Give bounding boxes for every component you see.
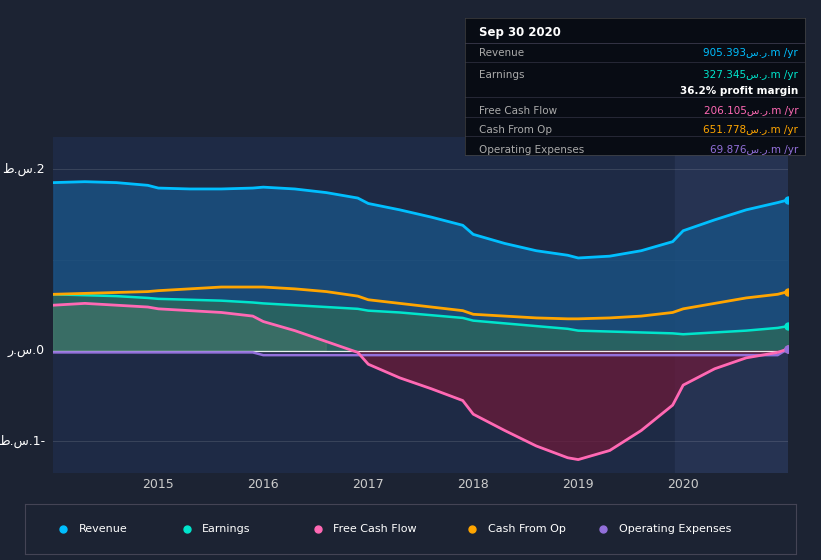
- Text: ر.س.0: ر.س.0: [8, 344, 45, 357]
- Text: 651.778س.ر.m /yr: 651.778س.ر.m /yr: [704, 125, 798, 135]
- Text: 36.2% profit margin: 36.2% profit margin: [680, 86, 798, 96]
- Bar: [675, 137, 799, 473]
- Text: Earnings: Earnings: [479, 70, 524, 80]
- Text: Cash From Op: Cash From Op: [488, 524, 566, 534]
- Text: Cash From Op: Cash From Op: [479, 125, 552, 135]
- Text: Earnings: Earnings: [202, 524, 250, 534]
- Text: Sep 30 2020: Sep 30 2020: [479, 26, 561, 39]
- Text: 69.876س.ر.m /yr: 69.876س.ر.m /yr: [710, 146, 798, 156]
- Text: Free Cash Flow: Free Cash Flow: [333, 524, 417, 534]
- Text: Free Cash Flow: Free Cash Flow: [479, 106, 557, 116]
- Text: Operating Expenses: Operating Expenses: [619, 524, 732, 534]
- Text: Revenue: Revenue: [479, 48, 524, 58]
- Text: 206.105س.ر.m /yr: 206.105س.ر.m /yr: [704, 106, 798, 116]
- Text: Revenue: Revenue: [79, 524, 127, 534]
- Text: ط.س.2: ط.س.2: [2, 162, 45, 176]
- Text: ط.س.1-: ط.س.1-: [0, 435, 45, 448]
- Text: 905.393س.ر.m /yr: 905.393س.ر.m /yr: [704, 48, 798, 58]
- Text: 327.345س.ر.m /yr: 327.345س.ر.m /yr: [704, 70, 798, 80]
- Text: Operating Expenses: Operating Expenses: [479, 146, 584, 156]
